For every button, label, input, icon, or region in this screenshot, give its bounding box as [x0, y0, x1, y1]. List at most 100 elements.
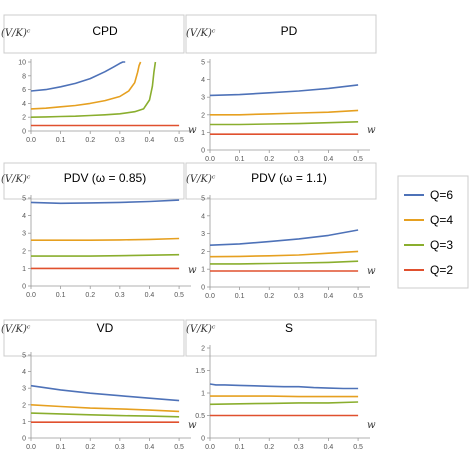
x-tick-label: 0.0 — [205, 293, 215, 300]
y-tick-label: 0 — [201, 436, 205, 443]
x-tick-label: 0.1 — [56, 444, 66, 451]
y-tick-label: 5 — [22, 353, 26, 360]
y-tick-label: 8 — [22, 73, 26, 80]
y-tick-label: 4 — [22, 369, 26, 376]
x-tick-label: 0.4 — [324, 156, 334, 163]
legend-label: Q=4 — [430, 213, 453, 227]
y-tick-label: 2 — [201, 346, 205, 353]
legend-label: Q=3 — [430, 238, 453, 252]
series-line-q4 — [209, 250, 359, 258]
y-tick-label: 2 — [22, 402, 26, 409]
x-axis-label: w — [188, 265, 197, 276]
x-axis-label: w — [367, 125, 376, 136]
panel-4: PDV (ω = 1.1) 0.0 0.1 0.2 0.3 0.4 0.5 0 1 2 3 4 5 (V/… — [185, 162, 377, 300]
y-tick-label: 1.5 — [195, 368, 205, 375]
x-tick-label: 0.0 — [205, 444, 215, 451]
series-line-q6 — [30, 61, 126, 92]
x-tick-label: 0.2 — [85, 292, 95, 299]
y-tick-label: 2 — [22, 248, 26, 255]
series-line-q3 — [31, 253, 180, 257]
panel-title-box — [3, 14, 185, 54]
x-axis-label: w — [188, 125, 197, 136]
y-tick-label: 0 — [22, 284, 26, 291]
x-axis-label: w — [367, 266, 376, 277]
panel-3: PDV (ω = 0.85) 0.0 0.1 0.2 0.3 0.4 0.5 0 1 2 3 4 5 (V… — [1, 162, 197, 299]
y-tick-label: 2 — [22, 115, 26, 122]
panel-title: PDV (ω = 0.85) — [64, 171, 146, 185]
x-tick-label: 0.4 — [145, 444, 155, 451]
x-tick-label: 0.1 — [235, 444, 245, 451]
x-tick-label: 0.1 — [235, 293, 245, 300]
y-tick-label: 6 — [22, 87, 26, 94]
y-tick-label: 3 — [22, 231, 26, 238]
panel-6: S 0.0 0.1 0.2 0.3 0.4 0.5 0 0.5 1 1.5 2 (V/K)ᶜ w — [185, 319, 377, 451]
y-tick-label: 1 — [201, 391, 205, 398]
y-tick-label: 0.5 — [195, 413, 205, 420]
panel-title-box — [185, 162, 377, 200]
x-axis-label: w — [188, 420, 197, 431]
x-tick-label: 0.4 — [145, 137, 155, 144]
y-tick-label: 4 — [22, 213, 26, 220]
x-tick-label: 0.5 — [174, 444, 184, 451]
series-line-q3 — [209, 401, 359, 406]
y-tick-label: 0 — [201, 148, 205, 155]
x-tick-label: 0.2 — [264, 444, 274, 451]
y-tick-label: 5 — [201, 60, 205, 67]
x-tick-label: 0.2 — [264, 156, 274, 163]
panel-title-box — [3, 162, 185, 200]
series-line-q3 — [210, 260, 359, 265]
y-tick-label: 1 — [22, 419, 26, 426]
series-line-q3 — [30, 412, 180, 418]
series-line-q4 — [30, 61, 142, 110]
y-tick-label: 4 — [201, 213, 205, 220]
y-axis-label: (V/K)ᶜ — [1, 28, 31, 39]
x-tick-label: 0.0 — [26, 292, 36, 299]
y-axis-label: (V/K)ᶜ — [186, 28, 216, 39]
x-tick-label: 0.3 — [115, 444, 125, 451]
series-line-q4 — [30, 404, 180, 413]
series-line-q6 — [30, 199, 180, 205]
y-axis-label: (V/K)ᶜ — [186, 324, 216, 335]
panel-title: S — [285, 321, 293, 335]
series-line-q4 — [31, 237, 180, 241]
legend-label: Q=2 — [430, 263, 453, 277]
y-tick-label: 0 — [22, 129, 26, 136]
y-tick-label: 1 — [201, 267, 205, 274]
y-tick-label: 0 — [201, 285, 205, 292]
y-tick-label: 2 — [201, 249, 205, 256]
x-tick-label: 0.0 — [205, 156, 215, 163]
x-tick-label: 0.3 — [294, 444, 304, 451]
series-line-q3 — [30, 61, 157, 118]
x-tick-label: 0.1 — [56, 292, 66, 299]
panel-title: PD — [281, 24, 298, 38]
y-tick-label: 3 — [22, 386, 26, 393]
y-tick-label: 1 — [22, 266, 26, 273]
series-line-q6 — [209, 229, 359, 246]
y-axis-label: (V/K)ᶜ — [1, 174, 31, 185]
x-tick-label: 0.3 — [294, 293, 304, 300]
y-tick-label: 5 — [201, 196, 205, 203]
series-line-q6 — [209, 383, 359, 390]
x-tick-label: 0.5 — [353, 156, 363, 163]
x-tick-label: 0.3 — [115, 137, 125, 144]
series-line-q3 — [210, 121, 359, 126]
panel-5: VD 0.0 0.1 0.2 0.3 0.4 0.5 0 1 2 3 4 5 (V/K)ᶜ w — [1, 319, 197, 451]
x-tick-label: 0.2 — [85, 444, 95, 451]
panel-title-box — [185, 14, 377, 54]
y-tick-label: 3 — [201, 231, 205, 238]
y-tick-label: 5 — [22, 196, 26, 203]
y-tick-label: 4 — [22, 101, 26, 108]
x-tick-label: 0.4 — [324, 444, 334, 451]
series-line-q4 — [210, 395, 359, 398]
y-axis-label: (V/K)ᶜ — [186, 174, 216, 185]
x-tick-label: 0.3 — [294, 156, 304, 163]
x-tick-label: 0.5 — [174, 292, 184, 299]
panel-title: PDV (ω = 1.1) — [251, 171, 327, 185]
series-line-q6 — [30, 384, 180, 402]
legend-label: Q=6 — [430, 188, 453, 202]
x-tick-label: 0.0 — [26, 137, 36, 144]
x-tick-label: 0.4 — [324, 293, 334, 300]
x-tick-label: 0.2 — [85, 137, 95, 144]
panel-title: VD — [97, 321, 114, 335]
